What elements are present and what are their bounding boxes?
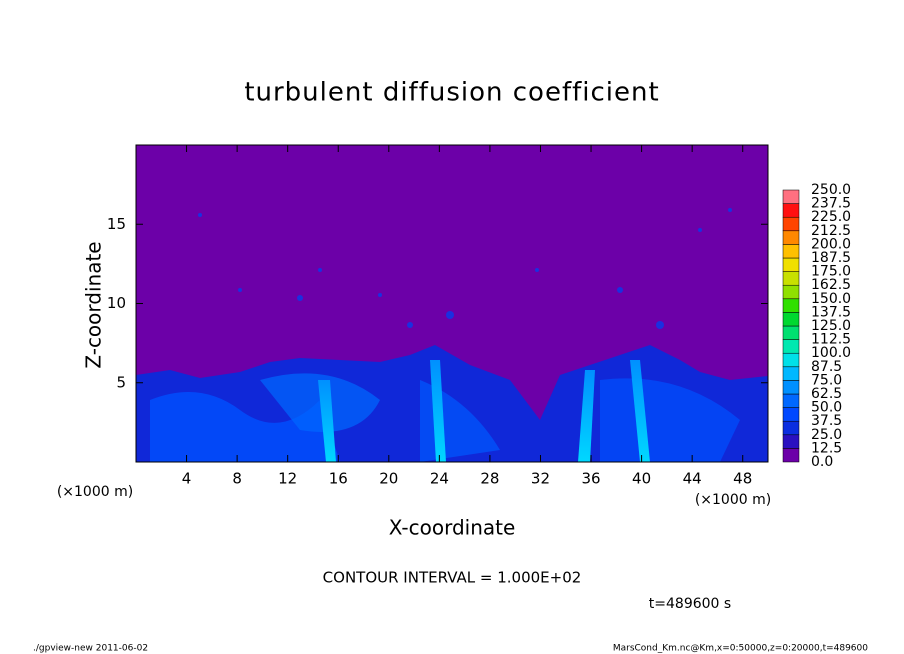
- footer-right: MarsCond_Km.nc@Km,x=0:50000,z=0:20000,t=…: [613, 644, 868, 654]
- contour-interval: CONTOUR INTERVAL = 1.000E+02: [323, 569, 582, 587]
- colorbar-bin: [782, 420, 800, 436]
- colorbar-label: 237.5: [811, 196, 851, 212]
- time-label: t=489600 s: [649, 596, 731, 612]
- colorbar-label: 225.0: [811, 209, 851, 225]
- colorbar-bin: [782, 216, 800, 232]
- x-tick-label: 4: [182, 470, 192, 488]
- colorbar-bin: [782, 244, 800, 259]
- x-tick-label: 16: [329, 470, 348, 488]
- colorbar-bin: [782, 230, 800, 245]
- x-tick-label: 20: [379, 470, 398, 488]
- y-tick-label: 10: [107, 294, 126, 312]
- colorbar-bin: [782, 380, 800, 395]
- colorbar-bin: [782, 448, 800, 463]
- colorbar-label: 87.5: [811, 359, 842, 375]
- colorbar-label: 112.5: [811, 332, 851, 348]
- colorbar-label: 62.5: [811, 386, 842, 402]
- x-axis-label: X-coordinate: [389, 516, 516, 540]
- colorbar-label: 50.0: [811, 400, 842, 416]
- colorbar-label: 0.0: [811, 454, 833, 470]
- colorbar-bin: [782, 257, 800, 272]
- colorbar-label: 37.5: [811, 413, 842, 429]
- colorbar-label: 137.5: [811, 304, 851, 320]
- colorbar-bin: [782, 203, 800, 218]
- colorbar-label: 250.0: [811, 182, 851, 198]
- colorbar-bin: [782, 284, 800, 300]
- chart-title: turbulent diffusion coefficient: [244, 78, 659, 108]
- x-tick-label: 40: [632, 470, 651, 488]
- x-tick-label: 28: [480, 470, 499, 488]
- colorbar-label: 150.0: [811, 291, 851, 307]
- x-tick-label: 44: [683, 470, 702, 488]
- colorbar-bin: [782, 325, 800, 340]
- y-tick-label: 5: [116, 373, 126, 391]
- colorbar-bin: [782, 393, 800, 408]
- colorbar-bin: [782, 298, 800, 313]
- colorbar-label: 212.5: [811, 223, 851, 239]
- y-tick-label: 15: [107, 215, 126, 233]
- x-unit: (×1000 m): [695, 492, 771, 508]
- y-axis-label: Z-coordinate: [82, 241, 106, 368]
- footer-left: ./gpview-new 2011-06-02: [33, 644, 148, 654]
- colorbar-label: 12.5: [811, 440, 842, 456]
- colorbar-bin: [782, 352, 800, 368]
- colorbar-bin: [782, 407, 800, 422]
- colorbar-label: 100.0: [811, 345, 851, 361]
- x-tick-label: 12: [278, 470, 297, 488]
- colorbar-label: 75.0: [811, 372, 842, 388]
- colorbar-label: 200.0: [811, 236, 851, 252]
- contour-field: [136, 145, 768, 462]
- y-unit: (×1000 m): [57, 484, 133, 500]
- colorbar-bin: [782, 271, 800, 286]
- colorbar-bin: [782, 366, 800, 381]
- colorbar-label: 25.0: [811, 427, 842, 443]
- x-tick-label: 32: [531, 470, 550, 488]
- x-tick-label: 24: [430, 470, 449, 488]
- colorbar-bin: [782, 312, 800, 327]
- colorbar-label: 162.5: [811, 277, 851, 293]
- colorbar-label: 175.0: [811, 264, 851, 280]
- colorbar-bin: [782, 339, 800, 354]
- x-tick-label: 48: [733, 470, 752, 488]
- colorbar-label: 187.5: [811, 250, 851, 266]
- colorbar-bin: [782, 189, 800, 204]
- x-tick-label: 36: [581, 470, 600, 488]
- colorbar-bin: [782, 434, 800, 449]
- x-tick-label: 8: [232, 470, 242, 488]
- colorbar-label: 125.0: [811, 318, 851, 334]
